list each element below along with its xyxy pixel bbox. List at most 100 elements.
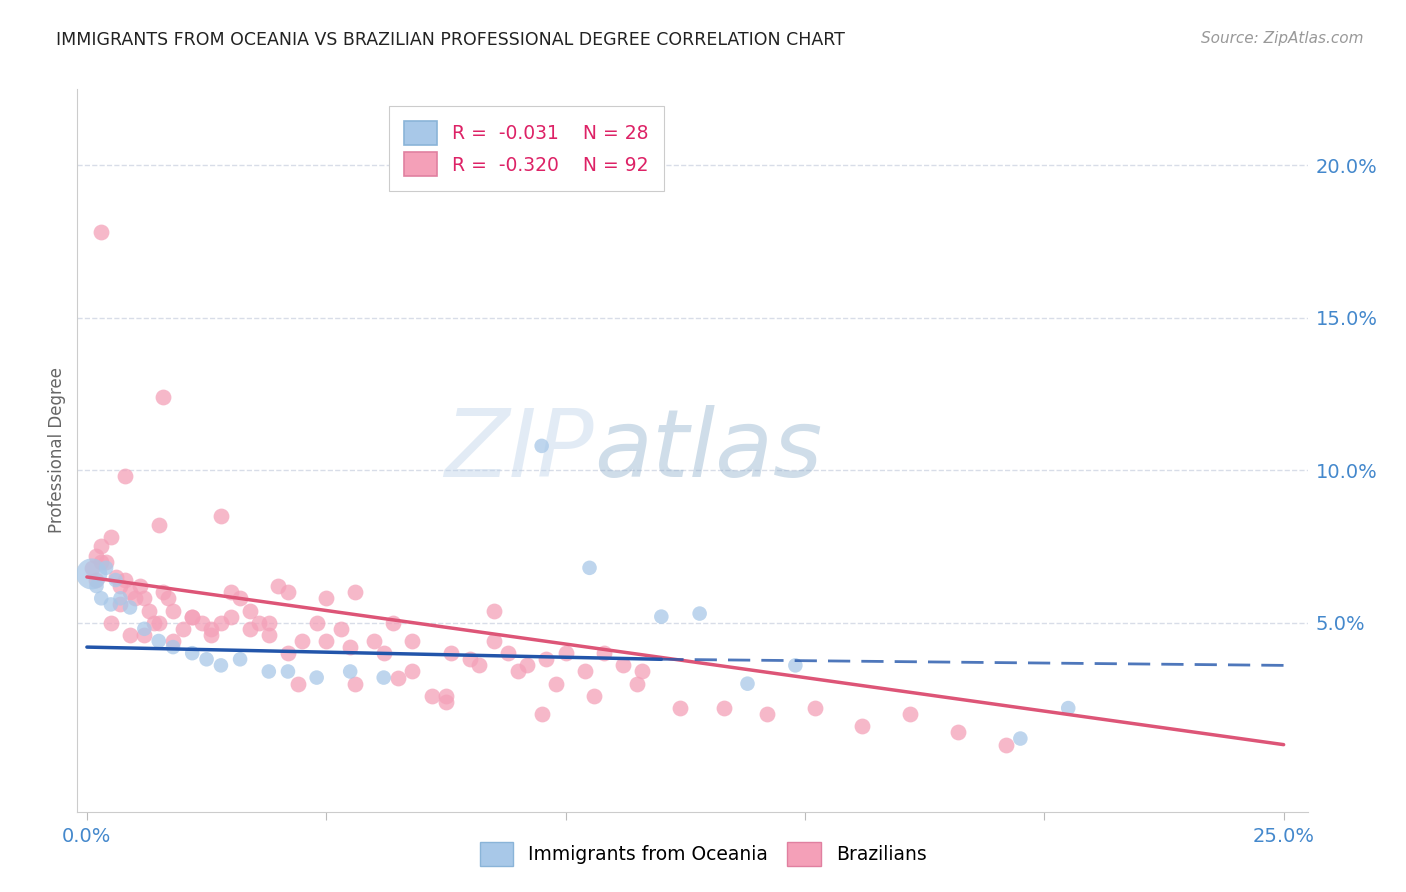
Point [1010,731,1032,746]
Point [172,622,194,636]
Point [181,646,204,660]
Point [468,658,491,673]
Point [387,671,409,685]
Point [277,585,299,599]
Point [239,603,262,617]
Point [200,628,222,642]
Point [100,530,122,544]
Point [142,615,165,630]
Text: IMMIGRANTS FROM OCEANIA VS BRAZILIAN PROFESSIONAL DEGREE CORRELATION CHART: IMMIGRANTS FROM OCEANIA VS BRAZILIAN PRO… [56,31,845,49]
Point [114,573,136,587]
Point [669,701,692,715]
Point [755,707,778,722]
Point [401,665,423,679]
Point [134,628,156,642]
Point [544,676,567,690]
Point [229,652,252,666]
Point [593,646,616,660]
Point [631,665,654,679]
Point [946,725,969,739]
Point [343,585,366,599]
Point [851,719,873,733]
Point [291,634,314,648]
Point [195,652,218,666]
Point [482,603,505,617]
Point [157,591,180,606]
Point [100,615,122,630]
Point [626,676,648,690]
Point [315,591,337,606]
Point [343,676,366,690]
Point [785,658,807,673]
Point [382,615,405,630]
Point [583,689,606,703]
Point [209,658,232,673]
Point [257,615,280,630]
Point [104,573,127,587]
Point [277,646,299,660]
Point [305,671,328,685]
Point [80,561,103,575]
Point [339,665,361,679]
Point [277,665,299,679]
Point [94,555,117,569]
Point [530,439,553,453]
Legend: R =  -0.031    N = 28, R =  -0.320    N = 92: R = -0.031 N = 28, R = -0.320 N = 92 [388,106,664,192]
Point [482,634,505,648]
Point [434,689,457,703]
Point [257,628,280,642]
Point [305,615,328,630]
Point [80,566,103,581]
Point [363,634,385,648]
Point [267,579,290,593]
Point [898,707,921,722]
Point [496,646,519,660]
Point [110,579,132,593]
Point [90,226,112,240]
Text: Source: ZipAtlas.com: Source: ZipAtlas.com [1201,31,1364,46]
Point [90,591,112,606]
Point [458,652,481,666]
Point [315,634,337,648]
Point [219,585,242,599]
Point [181,609,204,624]
Point [536,652,558,666]
Point [110,598,132,612]
Point [118,600,141,615]
Point [191,615,214,630]
Point [373,646,395,660]
Point [554,646,576,660]
Point [162,640,184,654]
Point [737,676,759,690]
Point [516,658,538,673]
Point [229,591,252,606]
Point [86,579,108,593]
Point [440,646,463,660]
Point [148,634,170,648]
Point [209,615,232,630]
Text: atlas: atlas [595,405,823,496]
Point [134,622,156,636]
Point [506,665,529,679]
Point [138,603,160,617]
Point [1057,701,1080,715]
Point [574,665,596,679]
Point [104,570,127,584]
Point [239,622,262,636]
Point [124,591,146,606]
Point [100,598,122,612]
Point [247,615,270,630]
Point [110,591,132,606]
Point [152,585,174,599]
Point [612,658,634,673]
Point [339,640,361,654]
Point [434,695,457,709]
Point [181,609,204,624]
Point [329,622,352,636]
Y-axis label: Professional Degree: Professional Degree [48,368,66,533]
Point [530,707,553,722]
Text: ZIP: ZIP [444,405,595,496]
Point [650,609,672,624]
Point [803,701,825,715]
Point [134,591,156,606]
